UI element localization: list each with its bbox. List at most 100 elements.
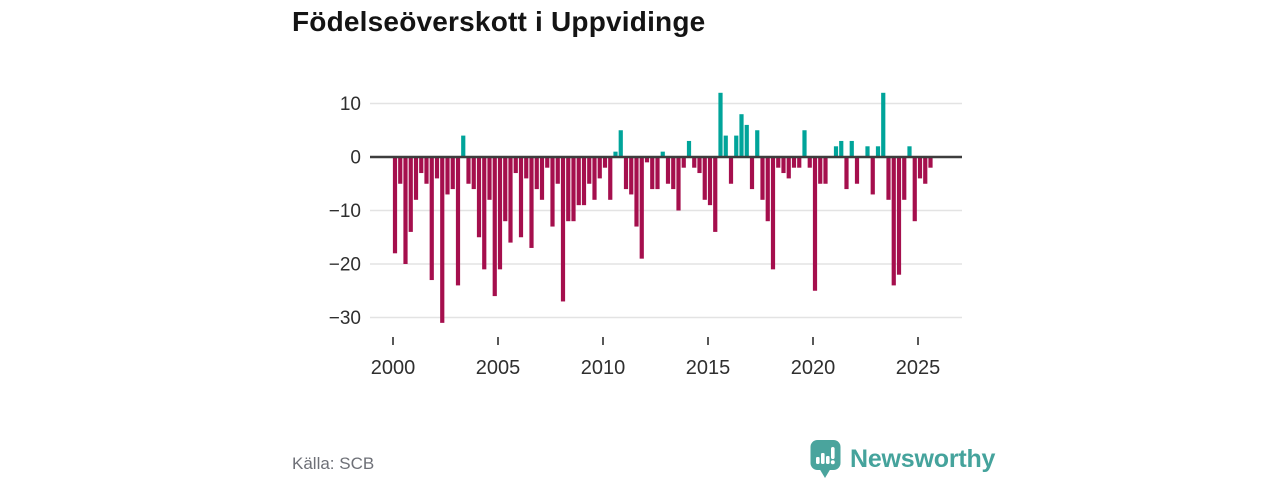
bar xyxy=(503,157,508,222)
bar xyxy=(802,130,807,157)
bar xyxy=(870,157,875,195)
bar xyxy=(781,157,786,174)
bar xyxy=(534,157,539,190)
bar xyxy=(739,114,744,157)
bar xyxy=(760,157,765,200)
x-axis-tick-label: 2010 xyxy=(581,357,626,379)
bar xyxy=(440,157,445,323)
bar xyxy=(571,157,576,222)
bar xyxy=(791,157,797,168)
bar xyxy=(539,157,545,200)
bar xyxy=(434,157,440,179)
bar xyxy=(550,157,555,227)
bar xyxy=(398,157,403,184)
bar xyxy=(623,157,629,190)
bar xyxy=(896,157,902,275)
bar xyxy=(602,157,608,168)
bar xyxy=(917,157,923,179)
x-axis-tick-label: 2020 xyxy=(791,357,836,379)
bar xyxy=(487,157,492,200)
bar xyxy=(697,157,702,174)
bar xyxy=(408,157,413,232)
bar xyxy=(629,157,634,195)
bar xyxy=(524,157,529,179)
source-note: Källa: SCB xyxy=(292,454,375,473)
bar xyxy=(587,157,592,184)
bar xyxy=(875,146,881,157)
bar xyxy=(854,157,860,184)
x-axis-tick-label: 2015 xyxy=(686,357,731,379)
bar xyxy=(555,157,560,184)
bar xyxy=(592,157,597,200)
bar xyxy=(818,157,823,184)
x-axis-tick-label: 2000 xyxy=(371,357,416,379)
bar xyxy=(419,157,424,174)
bar xyxy=(702,157,707,200)
bar xyxy=(461,135,466,157)
x-axis-tick-label: 2005 xyxy=(476,357,521,379)
bar xyxy=(692,157,697,168)
bar xyxy=(676,157,681,211)
bar xyxy=(713,157,718,232)
bar xyxy=(476,157,482,238)
bar xyxy=(839,140,844,157)
y-axis-tick-label: −30 xyxy=(329,308,361,329)
bar xyxy=(597,157,602,179)
bar xyxy=(786,157,791,179)
bar xyxy=(823,157,828,184)
bar xyxy=(797,157,802,168)
bar xyxy=(492,157,497,297)
bar xyxy=(608,157,613,200)
bar xyxy=(445,157,450,195)
bar xyxy=(765,157,770,222)
bar xyxy=(849,140,854,157)
bar xyxy=(681,157,686,168)
bar xyxy=(634,157,639,227)
bar xyxy=(660,151,665,157)
y-axis-tick-label: 0 xyxy=(350,148,361,169)
bar xyxy=(639,157,644,259)
y-axis-tick-label: −20 xyxy=(329,255,361,276)
bar xyxy=(497,157,503,270)
bar xyxy=(655,157,660,190)
chart-title: Födelseöverskott i Uppvidinge xyxy=(292,6,706,37)
y-axis-tick-label: 10 xyxy=(340,94,361,115)
bar xyxy=(749,157,755,190)
bar xyxy=(891,157,896,286)
bar xyxy=(403,157,408,264)
bar xyxy=(560,157,566,302)
bar xyxy=(613,151,618,157)
bar xyxy=(770,157,776,270)
bar xyxy=(424,157,429,184)
newsworthy-wordmark: Newsworthy xyxy=(850,444,996,473)
bar xyxy=(471,157,476,190)
bar xyxy=(618,130,623,157)
bar xyxy=(833,146,839,157)
bar xyxy=(912,157,917,222)
bar xyxy=(665,157,671,184)
bar xyxy=(744,124,749,157)
bar xyxy=(928,157,933,168)
bar xyxy=(923,157,928,184)
x-axis-tick-label: 2025 xyxy=(896,357,941,379)
bar xyxy=(881,92,886,157)
bar xyxy=(566,157,571,222)
bar xyxy=(518,157,524,238)
bar xyxy=(728,157,734,184)
bar xyxy=(581,157,587,206)
bar xyxy=(907,146,912,157)
bar xyxy=(844,157,849,190)
bar xyxy=(644,157,650,163)
bar xyxy=(529,157,534,248)
bar xyxy=(902,157,907,200)
bar xyxy=(812,157,818,291)
bar xyxy=(450,157,455,190)
bar xyxy=(545,157,550,168)
bar xyxy=(776,157,781,168)
newsworthy-logo[interactable]: Newsworthy xyxy=(810,439,995,479)
y-axis-tick-label: −10 xyxy=(329,201,361,222)
bar xyxy=(807,157,812,168)
bar xyxy=(686,140,692,157)
